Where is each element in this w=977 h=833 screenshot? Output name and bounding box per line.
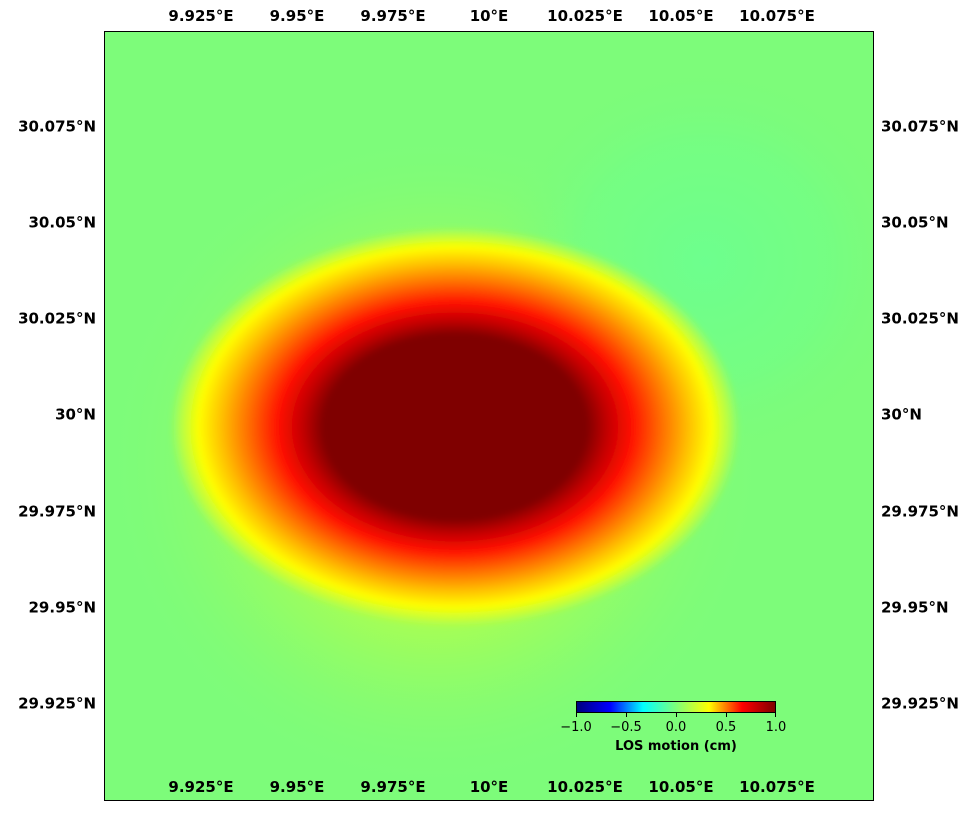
lon-tick-label: 10.05°E — [648, 7, 714, 25]
colorbar-label: LOS motion (cm) — [615, 739, 737, 754]
lon-tick-label: 9.925°E — [168, 7, 234, 25]
lat-tick-label: 29.925°N — [18, 694, 96, 713]
lon-tick-label: 9.975°E — [360, 7, 426, 25]
colorbar-tick-label: 1.0 — [765, 720, 787, 735]
lon-tick-label: 9.95°E — [269, 7, 325, 25]
colorbar-tick-mark — [726, 713, 727, 717]
colorbar-tick-label: 0.0 — [665, 720, 687, 735]
lat-tick-label: 29.975°N — [881, 502, 959, 521]
lat-tick-label: 30.025°N — [881, 309, 959, 328]
deformation-map — [104, 31, 874, 801]
lat-tick-label: 29.95°N — [28, 598, 97, 617]
lat-tick-label: 30°N — [55, 405, 96, 424]
lon-tick-label: 9.925°E — [168, 778, 234, 796]
lon-tick-label: 10.025°E — [547, 7, 623, 25]
lat-tick-label: 30.05°N — [28, 213, 97, 232]
colorbar-tick-mark — [576, 713, 577, 717]
colorbar-tick-mark — [626, 713, 627, 717]
lon-tick-label: 10.075°E — [739, 7, 815, 25]
colorbar — [576, 701, 776, 713]
colorbar-tick-mark — [676, 713, 677, 717]
lat-tick-label: 30°N — [881, 405, 922, 424]
los-deformation-field — [105, 32, 873, 800]
lon-tick-label: 10°E — [469, 7, 509, 25]
colorbar-tick-label: 0.5 — [715, 720, 737, 735]
lon-tick-label: 10.025°E — [547, 778, 623, 796]
lat-tick-label: 29.95°N — [881, 598, 949, 617]
lat-tick-label: 30.075°N — [881, 117, 959, 136]
lat-tick-label: 30.075°N — [18, 117, 96, 136]
lat-tick-label: 30.05°N — [881, 213, 949, 232]
lon-tick-label: 10.05°E — [648, 778, 714, 796]
lat-tick-label: 29.925°N — [881, 694, 959, 713]
lon-tick-label: 10°E — [469, 778, 509, 796]
colorbar-tick-label: −1.0 — [560, 720, 592, 735]
lon-tick-label: 9.975°E — [360, 778, 426, 796]
lon-tick-label: 9.95°E — [269, 778, 325, 796]
lon-tick-label: 10.075°E — [739, 778, 815, 796]
colorbar-tick-label: −0.5 — [610, 720, 642, 735]
colorbar-tick-mark — [775, 713, 776, 717]
lat-tick-label: 29.975°N — [18, 502, 96, 521]
lat-tick-label: 30.025°N — [18, 309, 96, 328]
